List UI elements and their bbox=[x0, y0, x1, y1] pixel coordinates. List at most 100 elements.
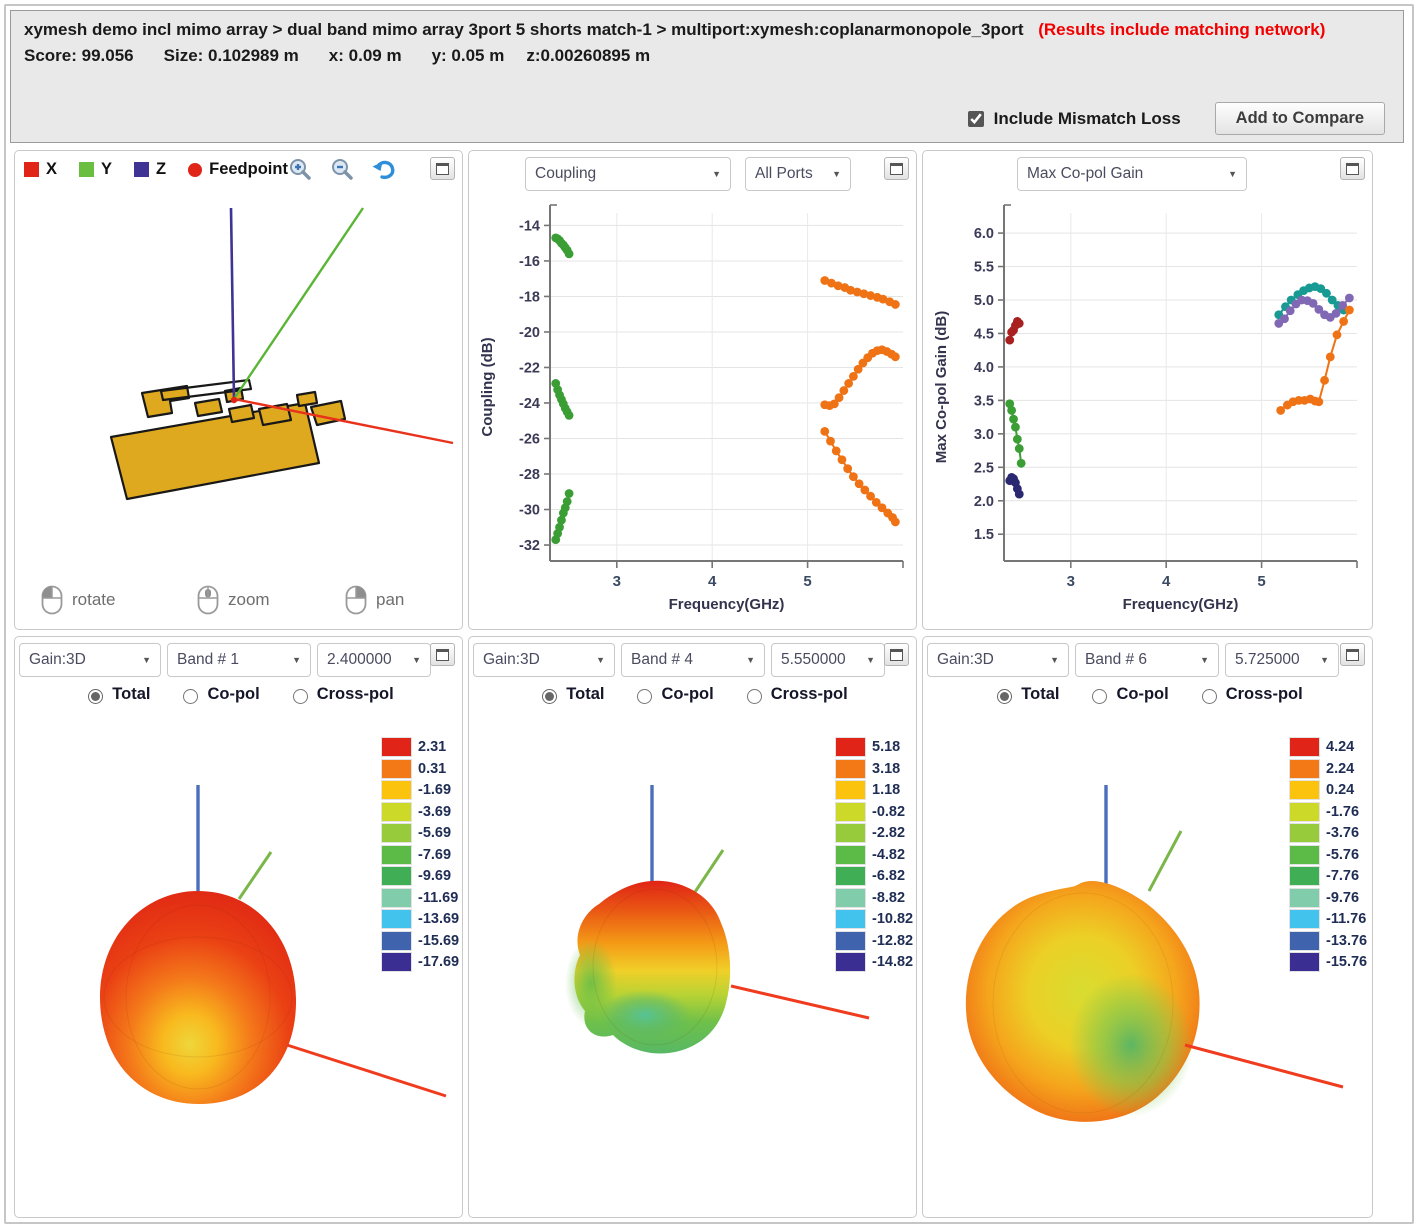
polarization-label: Total bbox=[566, 685, 605, 703]
mouse-hint-label: zoom bbox=[228, 590, 270, 609]
x-axis-line bbox=[1184, 1043, 1344, 1089]
svg-text:5: 5 bbox=[803, 573, 811, 590]
polarization-radio[interactable] bbox=[1201, 688, 1217, 704]
gain-type-dropdown[interactable]: Gain:3D ▼ bbox=[473, 643, 615, 677]
scale-swatch bbox=[381, 823, 412, 844]
pattern-null-spot bbox=[1069, 973, 1193, 1117]
polarization-option-total[interactable]: Total bbox=[83, 685, 150, 704]
maximize-icon bbox=[1346, 648, 1359, 661]
scale-swatch bbox=[381, 844, 412, 865]
frequency-dropdown[interactable]: 5.550000 ▼ bbox=[771, 643, 885, 677]
svg-text:2.0: 2.0 bbox=[974, 494, 994, 510]
gain-type-value: Gain:3D bbox=[29, 651, 86, 668]
scale-entry: -13.69 bbox=[381, 909, 459, 930]
legend-label: X bbox=[46, 160, 58, 178]
svg-text:-20: -20 bbox=[519, 325, 540, 341]
polarization-option-co-pol[interactable]: Co-pol bbox=[632, 685, 714, 704]
reset-view-icon[interactable] bbox=[371, 158, 398, 187]
scale-swatch bbox=[1289, 737, 1320, 758]
add-to-compare-button[interactable]: Add to Compare bbox=[1214, 102, 1385, 135]
polarization-radio[interactable] bbox=[88, 688, 104, 704]
gain-type-dropdown[interactable]: Gain:3D ▼ bbox=[19, 643, 161, 677]
polarization-radio[interactable] bbox=[997, 688, 1013, 704]
legend-label: Z bbox=[156, 160, 167, 178]
scale-entry: -11.76 bbox=[1289, 909, 1367, 930]
scale-entry: 0.31 bbox=[381, 758, 459, 780]
antenna-3d-view[interactable] bbox=[15, 187, 464, 587]
legend-label: Feedpoint bbox=[209, 160, 288, 178]
scale-entry: -1.76 bbox=[1289, 801, 1367, 823]
gain-color-scale: 4.24 2.24 0.24 -1.76 -3.76 -5.76 -7.76 -9.76 -11… bbox=[1289, 737, 1367, 973]
result-type-dropdown[interactable]: Coupling ▼ bbox=[525, 157, 731, 191]
ports-dropdown[interactable]: All Ports ▼ bbox=[745, 157, 851, 191]
svg-text:4: 4 bbox=[708, 573, 717, 590]
svg-text:-18: -18 bbox=[519, 289, 540, 305]
maximize-panel-button[interactable] bbox=[1340, 643, 1365, 666]
polarization-option-total[interactable]: Total bbox=[537, 685, 604, 704]
maximize-panel-button[interactable] bbox=[430, 157, 455, 180]
polarization-option-cross-pol[interactable]: Cross-pol bbox=[1197, 685, 1303, 704]
polarization-radio[interactable] bbox=[746, 688, 762, 704]
result-type-dropdown[interactable]: Max Co-pol Gain ▼ bbox=[1017, 157, 1247, 191]
scale-entry: -7.76 bbox=[1289, 866, 1367, 887]
band-dropdown[interactable]: Band # 6 ▼ bbox=[1075, 643, 1219, 677]
include-mismatch-toggle[interactable]: Include Mismatch Loss bbox=[964, 108, 1181, 130]
polarization-option-co-pol[interactable]: Co-pol bbox=[178, 685, 260, 704]
scale-entry: -6.82 bbox=[835, 866, 913, 887]
mouse-hint-label: pan bbox=[376, 590, 405, 609]
gain3d-panel-band1: Gain:3D ▼ Band # 1 ▼ 2.400000 ▼ Total Co-… bbox=[14, 636, 463, 1218]
polarization-radio[interactable] bbox=[292, 688, 308, 704]
band-dropdown[interactable]: Band # 1 ▼ bbox=[167, 643, 311, 677]
axis-legend: X Y Z Feedpoint bbox=[24, 160, 310, 179]
polarization-option-cross-pol[interactable]: Cross-pol bbox=[288, 685, 394, 704]
svg-text:3.0: 3.0 bbox=[974, 427, 994, 443]
breadcrumb: xymesh demo incl mimo array > dual band … bbox=[24, 18, 1390, 43]
scale-swatch bbox=[1289, 758, 1320, 779]
chevron-down-icon: ▼ bbox=[866, 655, 875, 665]
polarization-radio[interactable] bbox=[183, 688, 199, 704]
include-mismatch-checkbox[interactable] bbox=[967, 110, 984, 127]
gain-type-dropdown[interactable]: Gain:3D ▼ bbox=[927, 643, 1069, 677]
frequency-dropdown[interactable]: 2.400000 ▼ bbox=[317, 643, 431, 677]
include-mismatch-label: Include Mismatch Loss bbox=[993, 108, 1181, 128]
polarization-label: Co-pol bbox=[207, 685, 260, 703]
scale-swatch bbox=[1289, 823, 1320, 844]
scale-entry: -12.82 bbox=[835, 930, 913, 952]
polarization-option-co-pol[interactable]: Co-pol bbox=[1087, 685, 1169, 704]
polarization-radio-group: Total Co-pol Cross-pol bbox=[923, 685, 1372, 704]
scale-value: 1.18 bbox=[872, 782, 901, 799]
feedpoint-marker bbox=[230, 396, 238, 404]
radiation-pattern-3d[interactable] bbox=[469, 715, 918, 1195]
scale-value: -5.69 bbox=[418, 825, 452, 842]
dim-z-value: z:0.00260895 m bbox=[526, 45, 651, 65]
frequency-dropdown[interactable]: 5.725000 ▼ bbox=[1225, 643, 1339, 677]
band-dropdown[interactable]: Band # 4 ▼ bbox=[621, 643, 765, 677]
maximize-panel-button[interactable] bbox=[430, 643, 455, 666]
svg-text:5.5: 5.5 bbox=[974, 260, 994, 276]
maximize-panel-button[interactable] bbox=[884, 157, 909, 180]
zoom-out-icon[interactable] bbox=[329, 157, 355, 188]
y-axis-line bbox=[237, 851, 273, 900]
zoom-in-icon[interactable] bbox=[287, 157, 313, 188]
polarization-radio[interactable] bbox=[637, 688, 653, 704]
polarization-option-total[interactable]: Total bbox=[992, 685, 1059, 704]
model-viewer-panel: X Y Z Feedpoint rotate zoom pan bbox=[14, 150, 463, 630]
scale-swatch bbox=[1289, 930, 1320, 951]
scale-swatch bbox=[835, 866, 866, 887]
polarization-radio[interactable] bbox=[1092, 688, 1108, 704]
polarization-label: Total bbox=[1021, 685, 1060, 703]
radiation-pattern-3d[interactable] bbox=[923, 715, 1374, 1195]
scale-entry: -13.76 bbox=[1289, 930, 1367, 952]
gain3d-panel-band6: Gain:3D ▼ Band # 6 ▼ 5.725000 ▼ Total Co-… bbox=[922, 636, 1373, 1218]
maximize-panel-button[interactable] bbox=[1340, 157, 1365, 180]
radiation-pattern-3d[interactable] bbox=[15, 715, 464, 1195]
gain3d-panel-band4: Gain:3D ▼ Band # 4 ▼ 5.550000 ▼ Total Co-… bbox=[468, 636, 917, 1218]
maximize-panel-button[interactable] bbox=[884, 643, 909, 666]
scale-swatch bbox=[381, 866, 412, 887]
polarization-option-cross-pol[interactable]: Cross-pol bbox=[742, 685, 848, 704]
mouse-icon bbox=[345, 585, 367, 615]
scale-entry: -4.82 bbox=[835, 844, 913, 866]
x-legend-swatch bbox=[24, 162, 39, 177]
mouse-icon bbox=[197, 585, 219, 615]
polarization-radio[interactable] bbox=[542, 688, 558, 704]
